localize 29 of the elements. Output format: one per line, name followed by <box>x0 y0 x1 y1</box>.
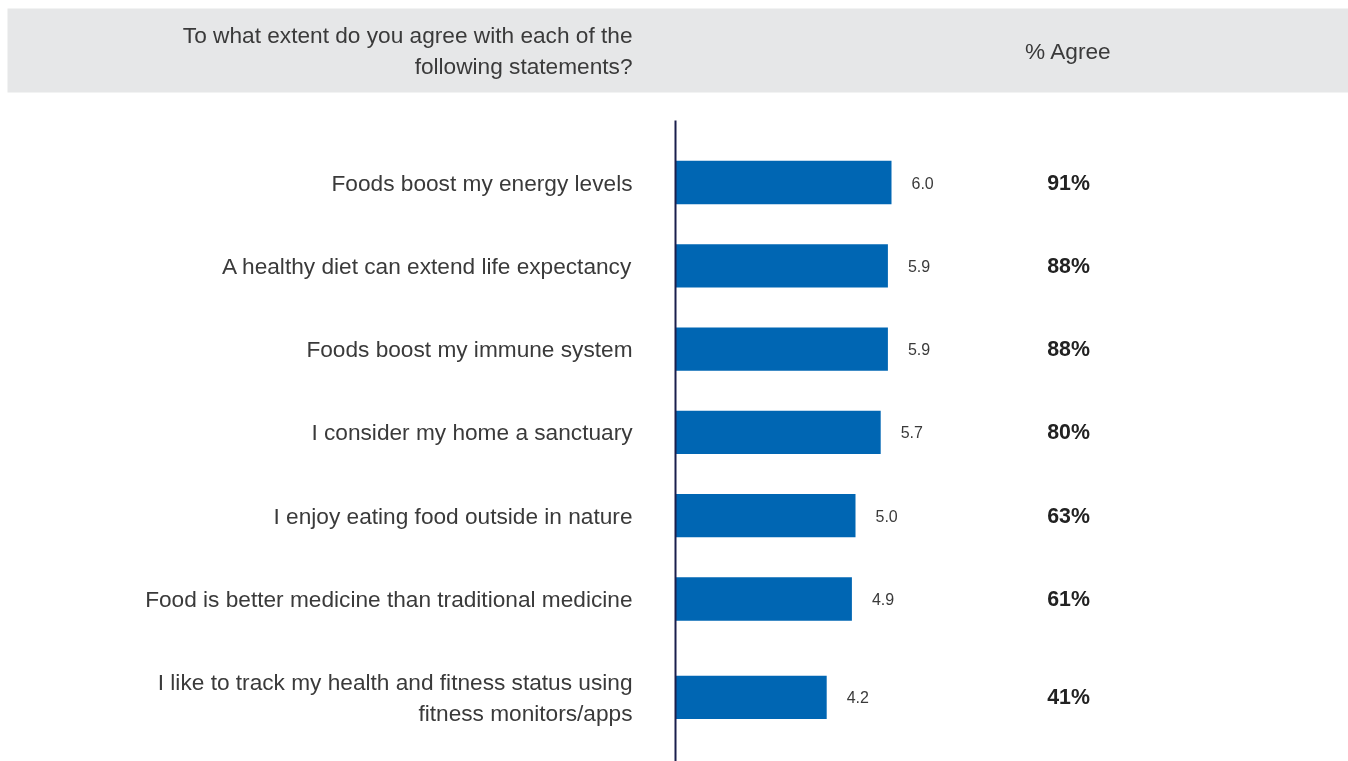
text: 88% <box>1047 253 1090 278</box>
y-tick-label: Foods boost my immune system <box>306 336 633 363</box>
data-label: 5.9 <box>907 341 931 359</box>
text: 41% <box>1047 685 1090 710</box>
data-label: 5.7 <box>900 424 924 442</box>
data-label: 5.9 <box>907 257 931 275</box>
y-tick-label: I enjoy eating food outside in nature <box>273 502 633 529</box>
bar <box>675 494 856 538</box>
text: 63% <box>1047 503 1090 528</box>
data-label: 5.0 <box>875 507 898 525</box>
data-label: 4.9 <box>871 591 895 608</box>
y-tick-label: I like to track my health and fitness status using fitness monitors/apps <box>157 668 633 726</box>
text: % Agree <box>1025 37 1111 64</box>
bar <box>675 577 852 621</box>
text: To what extent do you agree with each of the following statements? <box>182 21 633 80</box>
bar <box>675 160 892 205</box>
text: 88% <box>1047 337 1090 362</box>
bar <box>675 327 888 371</box>
text: 61% <box>1047 587 1090 611</box>
bar <box>675 410 881 455</box>
text: 91% <box>1047 170 1090 195</box>
bar <box>675 244 888 288</box>
text: 80% <box>1047 420 1090 445</box>
y-tick-label: I consider my home a sanctuary <box>311 419 634 446</box>
data-label: 4.2 <box>846 689 870 707</box>
y-tick-label: Food is better medicine than traditional medicine <box>145 586 633 612</box>
y-tick-label: Foods boost my energy levels <box>331 169 633 196</box>
y-tick-label: A healthy diet can extend life expectancy <box>221 252 632 279</box>
data-label: 6.0 <box>911 174 934 192</box>
